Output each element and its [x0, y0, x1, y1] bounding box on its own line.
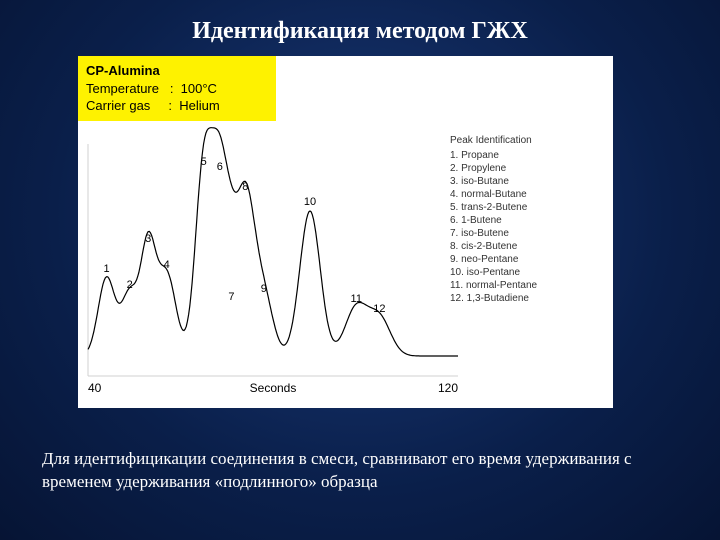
svg-text:4: 4 [164, 259, 170, 271]
svg-text:5: 5 [201, 156, 207, 168]
svg-text:8: 8 [242, 181, 248, 193]
chromatogram-chart: 40120Seconds123456789101112 [78, 56, 613, 408]
svg-text:2: 2 [127, 279, 133, 291]
svg-text:10: 10 [304, 196, 316, 208]
svg-text:1: 1 [103, 263, 109, 275]
svg-text:11: 11 [351, 293, 362, 305]
svg-text:7: 7 [228, 291, 234, 303]
svg-text:12: 12 [373, 303, 385, 315]
svg-text:6: 6 [217, 161, 223, 173]
slide-title: Идентификация методом ГЖХ [0, 18, 720, 45]
slide: Идентификация методом ГЖХ CP-Alumina Tem… [0, 0, 720, 540]
chromatogram-panel: CP-Alumina Temperature : 100°C Carrier g… [78, 56, 613, 408]
caption-text: Для идентифицикации соединения в смеси, … [42, 448, 660, 494]
svg-text:120: 120 [438, 381, 458, 395]
svg-text:40: 40 [88, 381, 102, 395]
svg-text:Seconds: Seconds [250, 381, 297, 395]
svg-text:3: 3 [145, 233, 151, 245]
svg-text:9: 9 [261, 283, 267, 295]
